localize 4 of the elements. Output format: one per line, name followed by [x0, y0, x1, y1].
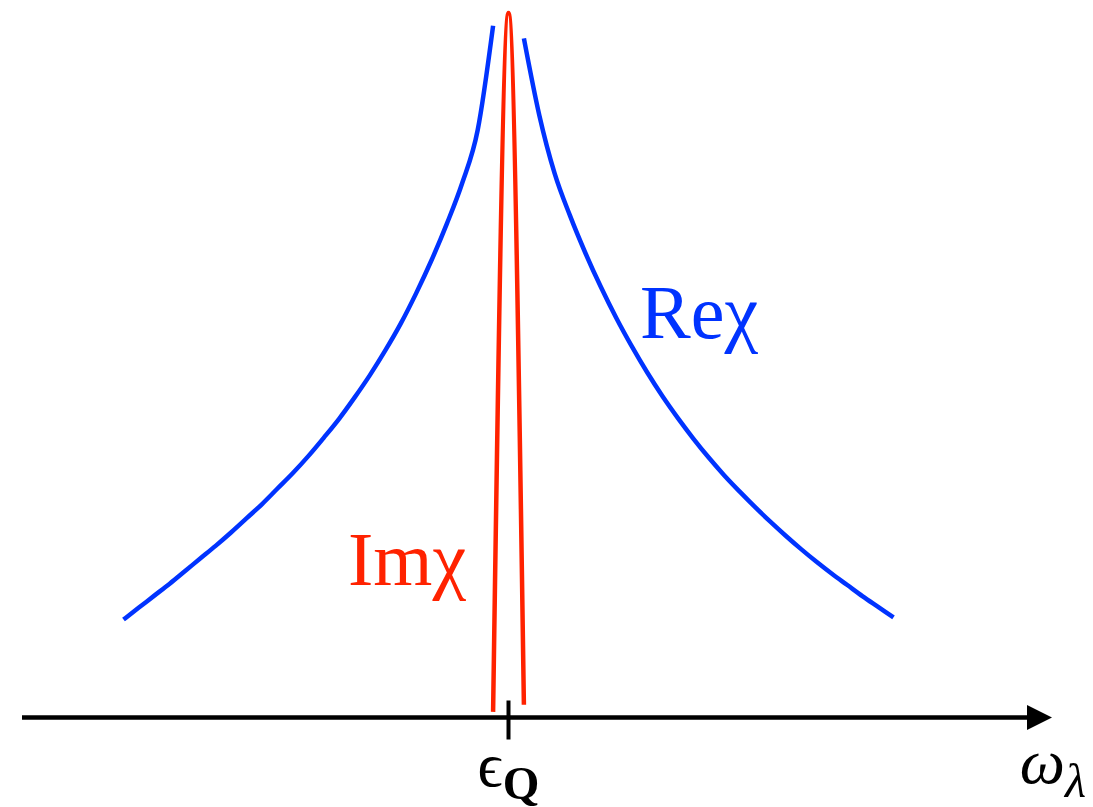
x-axis-title: ω$_{λ}$: [1019, 726, 1086, 807]
text: ϵ$_{Q}$: [477, 731, 540, 807]
series-label: Reχ: [640, 270, 759, 354]
series-label: Imχ: [348, 517, 467, 601]
